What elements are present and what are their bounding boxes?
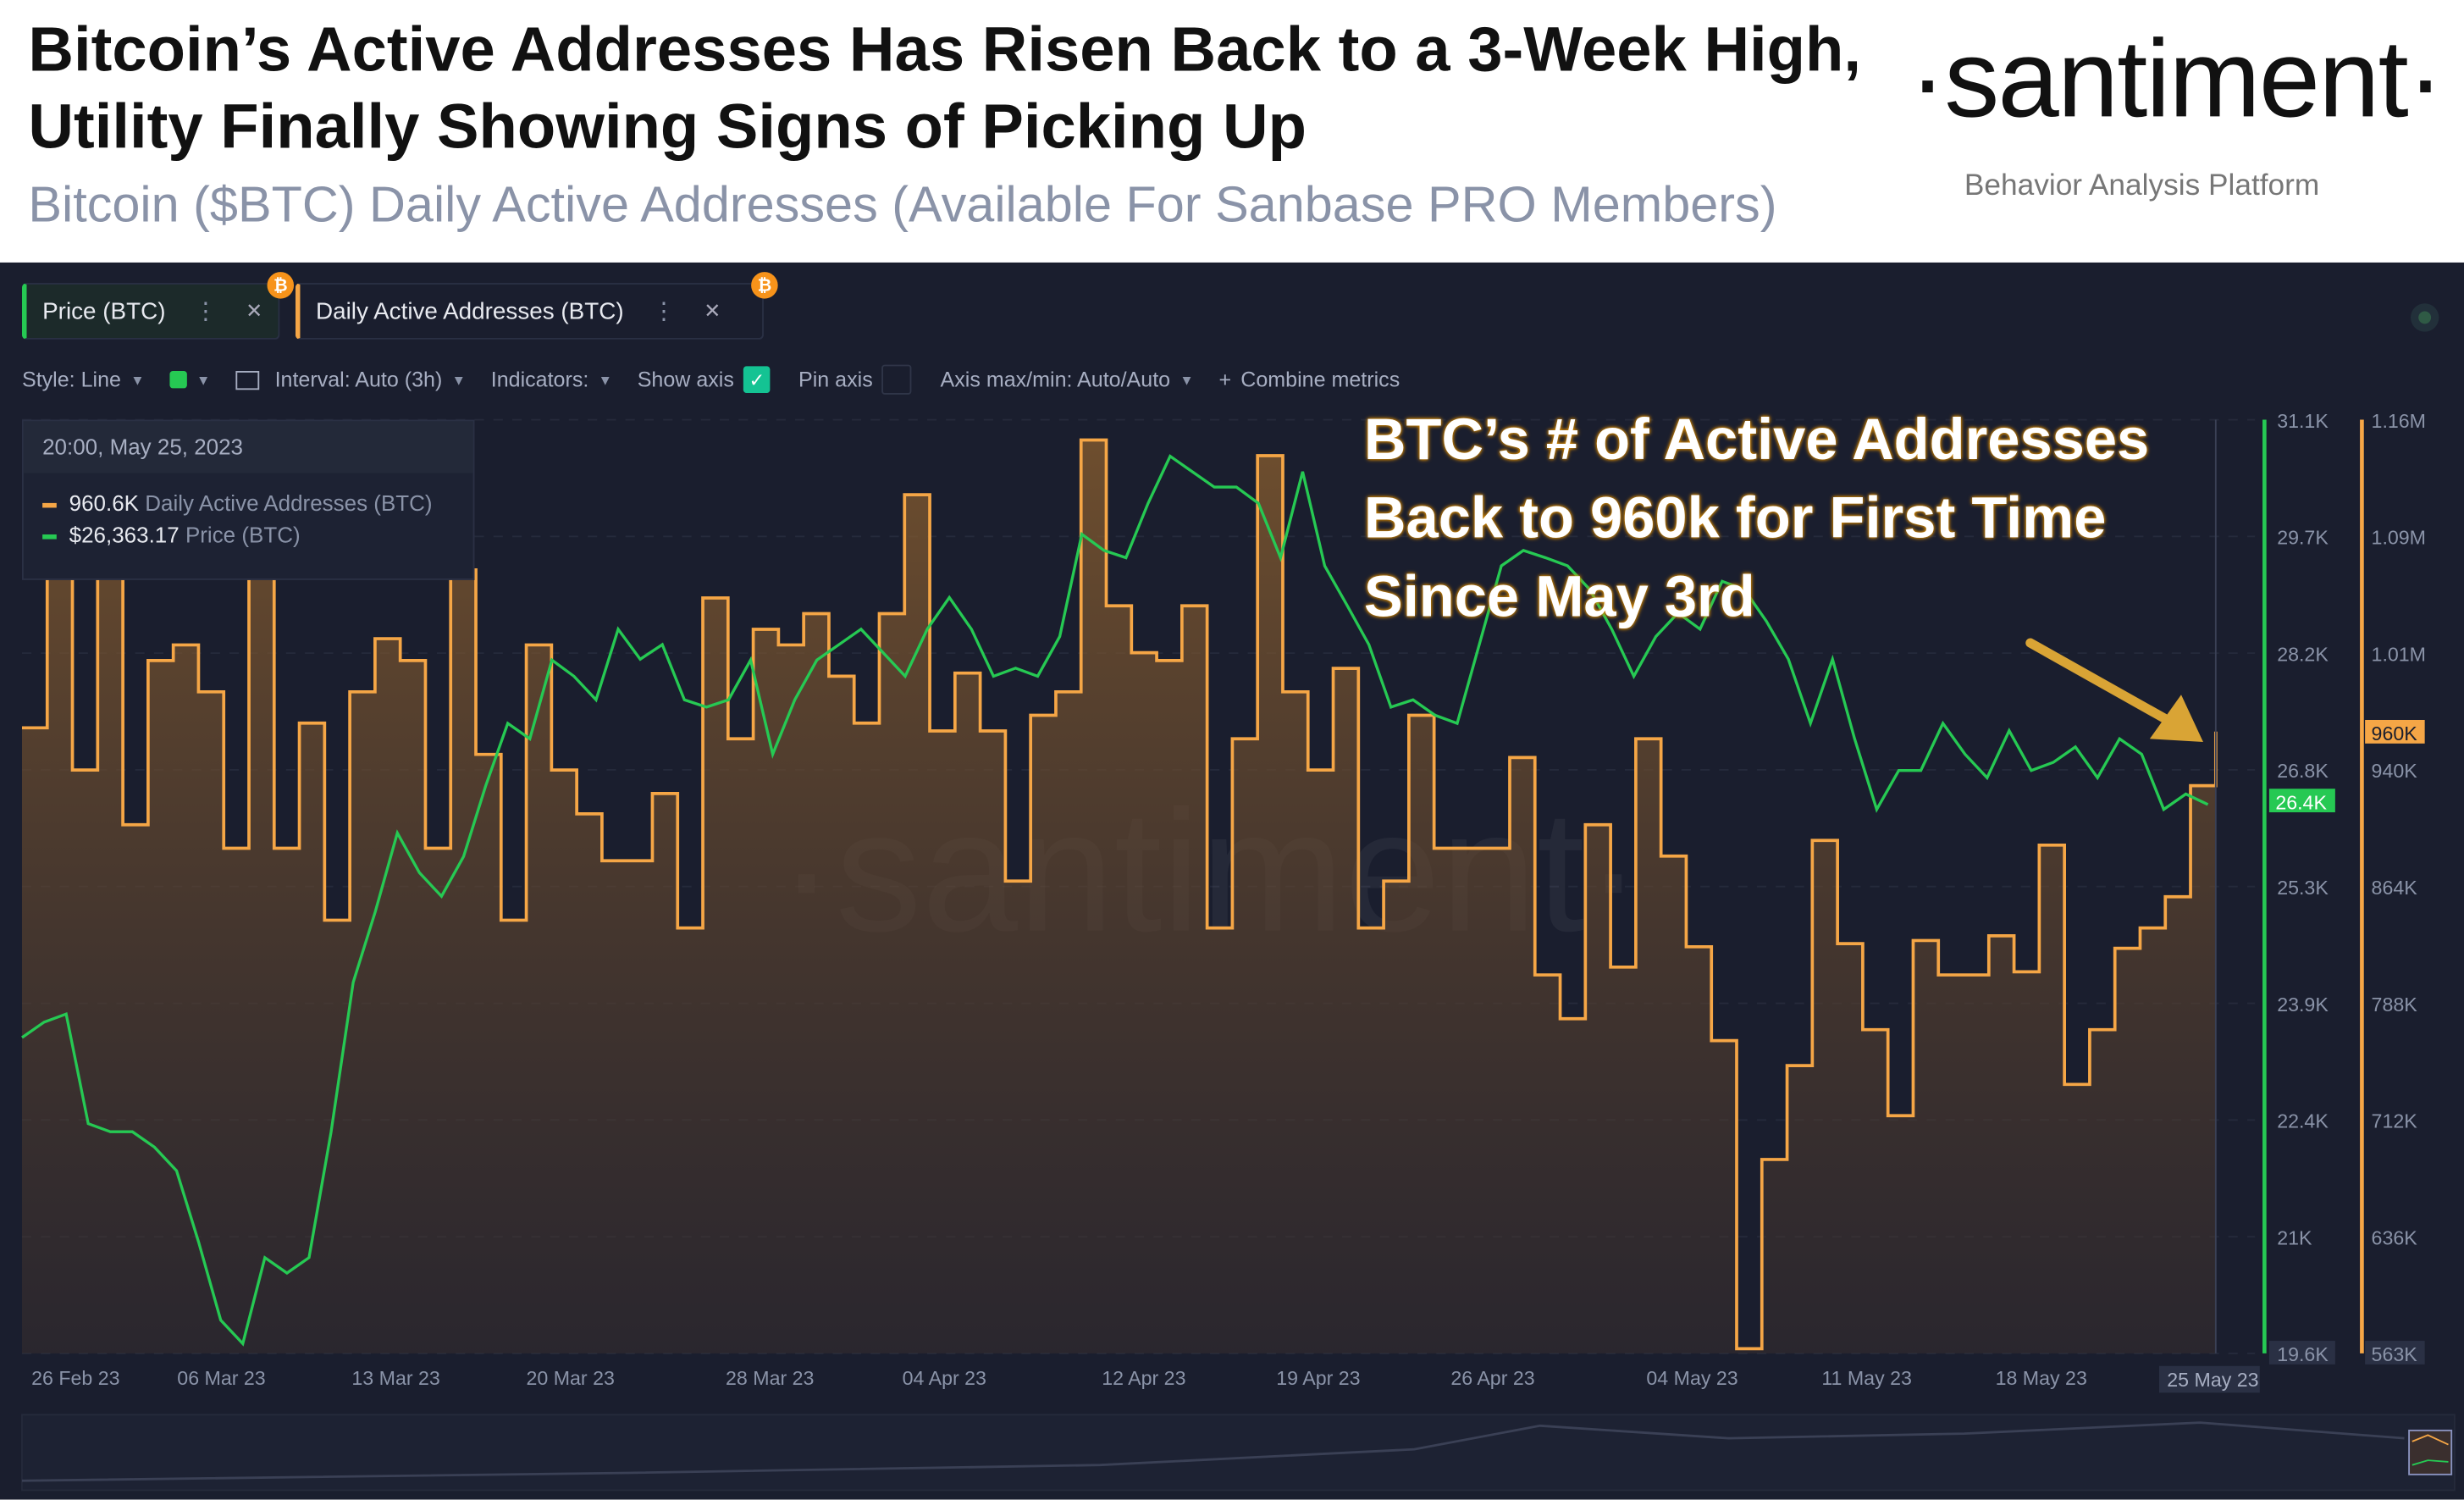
calendar-icon	[235, 370, 260, 390]
x-axis-tick: 28 Mar 23	[726, 1367, 814, 1389]
interval-dropdown[interactable]: Interval: Auto (3h)	[274, 368, 443, 392]
x-highlight-bg	[2159, 1365, 2260, 1393]
daa-axis-tick: 563K	[2372, 1343, 2418, 1365]
close-icon[interactable]: ✕	[704, 298, 721, 323]
price-axis-tick: 25.3K	[2277, 877, 2329, 899]
x-axis-tick: 04 Apr 23	[903, 1367, 986, 1389]
logo-tagline: Behavior Analysis Platform	[1964, 169, 2320, 203]
tooltip-date: 20:00, May 25, 2023	[23, 421, 473, 473]
chart-panel: ·santiment· 31.1K 29.7K 28.2K 26.8K 25.3K 23.9…	[0, 262, 2464, 1500]
legend-marker	[42, 502, 57, 508]
daa-axis-tick: 1.09M	[2372, 527, 2426, 549]
daa-area	[21, 440, 2216, 1353]
price-axis-tick: 29.7K	[2277, 527, 2329, 549]
chevron-down-icon: ▼	[130, 371, 145, 388]
navigator	[21, 1414, 2456, 1492]
daa-axis-tick: 1.01M	[2372, 643, 2426, 665]
show-axis-label: Show axis	[637, 368, 734, 392]
more-icon[interactable]: ⋮	[652, 298, 676, 326]
tooltip-row-daa: 960.6K Daily Active Addresses (BTC)	[24, 490, 473, 516]
tooltip-value: $26,363.17	[69, 522, 180, 547]
daa-axis-tick: 712K	[2372, 1110, 2418, 1132]
x-axis-current: 25 May 23	[2167, 1369, 2258, 1391]
x-axis-tick: 18 May 23	[1996, 1367, 2087, 1389]
tooltip-name: Daily Active Addresses (BTC)	[145, 490, 433, 516]
price-axis-tick: 28.2K	[2277, 643, 2329, 665]
daa-axis-tick: 788K	[2372, 994, 2418, 1016]
tab-price[interactable]: Price (BTC) ⋮ ✕ ₿	[21, 272, 295, 340]
axis-maxmin-dropdown[interactable]: Axis max/min: Auto/Auto	[940, 368, 1171, 392]
status-indicator[interactable]	[2410, 303, 2439, 332]
tab-daily-active-addresses[interactable]: Daily Active Addresses (BTC) ⋮ ✕ ₿	[295, 272, 778, 340]
x-axis-tick: 12 Apr 23	[1102, 1367, 1185, 1389]
x-axis-tick: 19 Apr 23	[1276, 1367, 1360, 1389]
current-price-label: 26.4K	[2275, 791, 2327, 813]
style-dropdown[interactable]: Style: Line	[21, 368, 121, 392]
daa-line	[21, 438, 2218, 1351]
chevron-down-icon: ▼	[1180, 371, 1194, 388]
santiment-logo: ·santiment·	[1909, 17, 2444, 141]
tooltip-row-price: $26,363.17 Price (BTC)	[24, 522, 473, 547]
arrow-head-icon	[2149, 695, 2203, 742]
toolbar: Style: Line ▼ ▼ Interval: Auto (3h) ▼ Indi…	[21, 364, 1409, 395]
x-axis-tick: 13 Mar 23	[351, 1367, 439, 1389]
price-axis-tick: 23.9K	[2277, 994, 2329, 1016]
daa-axis-tick: 940K	[2372, 760, 2418, 782]
x-axis-tick: 04 May 23	[1646, 1367, 1738, 1389]
x-axis-tick: 20 Mar 23	[526, 1367, 614, 1389]
price-line	[21, 454, 2209, 1347]
chevron-down-icon: ▼	[451, 371, 467, 388]
navigator-handle	[2408, 1429, 2453, 1475]
x-axis-tick: 06 Mar 23	[177, 1367, 265, 1389]
x-axis-tick: 26 Apr 23	[1450, 1367, 1534, 1389]
navigator-price	[2412, 1459, 2449, 1466]
axis-label-bg	[2268, 1341, 2335, 1364]
bitcoin-icon: ₿	[267, 272, 295, 299]
daa-axis-tick: 864K	[2372, 877, 2418, 899]
annotation-text: BTC’s # of Active Addresses Back to 960k…	[1363, 407, 2150, 629]
tooltip-name: Price (BTC)	[185, 522, 301, 547]
current-daa-badge	[2365, 719, 2425, 744]
daa-axis-tick: 636K	[2372, 1226, 2418, 1248]
price-axis-tick: 31.1K	[2277, 410, 2329, 432]
header: Bitcoin’s Active Addresses Has Risen Bac…	[0, 0, 2464, 263]
x-axis-tick: 26 Feb 23	[31, 1367, 119, 1389]
pin-axis-label: Pin axis	[798, 368, 873, 392]
navigator-line	[21, 1421, 2405, 1482]
chevron-down-icon: ▼	[598, 371, 613, 388]
chart-svg: ·santiment·31.1K29.7K28.2K26.8K25.3K23.9…	[21, 410, 2456, 1492]
price-axis-tick: 19.6K	[2277, 1343, 2329, 1365]
tab-label: Price (BTC)	[42, 297, 166, 325]
x-axis-tick: 11 May 23	[1821, 1367, 1912, 1389]
close-icon[interactable]: ✕	[246, 298, 263, 323]
axis-label-bg	[2365, 1341, 2425, 1364]
price-axis-tick: 22.4K	[2277, 1110, 2329, 1132]
indicators-dropdown[interactable]: Indicators:	[490, 368, 589, 392]
bitcoin-icon: ₿	[751, 272, 778, 299]
chart-tooltip: 20:00, May 25, 2023 960.6K Daily Active …	[21, 419, 475, 580]
chevron-down-icon: ▼	[196, 371, 211, 388]
combine-metrics-button[interactable]: Combine metrics	[1240, 368, 1401, 392]
pin-axis-checkbox[interactable]	[881, 364, 913, 395]
price-axis-tick: 21K	[2277, 1226, 2312, 1248]
color-swatch[interactable]	[169, 370, 187, 389]
annotation-arrow	[2025, 638, 2186, 733]
tab-label: Daily Active Addresses (BTC)	[316, 297, 624, 325]
page-subtitle: Bitcoin ($BTC) Daily Active Addresses (A…	[28, 175, 1777, 233]
navigator-daa	[2412, 1434, 2449, 1446]
current-price-badge	[2268, 789, 2335, 813]
daa-axis-tick: 1.16M	[2372, 410, 2426, 432]
price-axis-tick: 26.8K	[2277, 760, 2329, 782]
plus-icon: +	[1218, 368, 1232, 392]
page-title: Bitcoin’s Active Addresses Has Risen Bac…	[28, 15, 1861, 163]
current-daa-label: 960K	[2372, 722, 2418, 744]
legend-marker	[42, 534, 57, 540]
tooltip-value: 960.6K	[69, 490, 140, 516]
more-icon[interactable]: ⋮	[193, 298, 218, 326]
show-axis-checkbox[interactable]: ✓	[743, 366, 771, 393]
